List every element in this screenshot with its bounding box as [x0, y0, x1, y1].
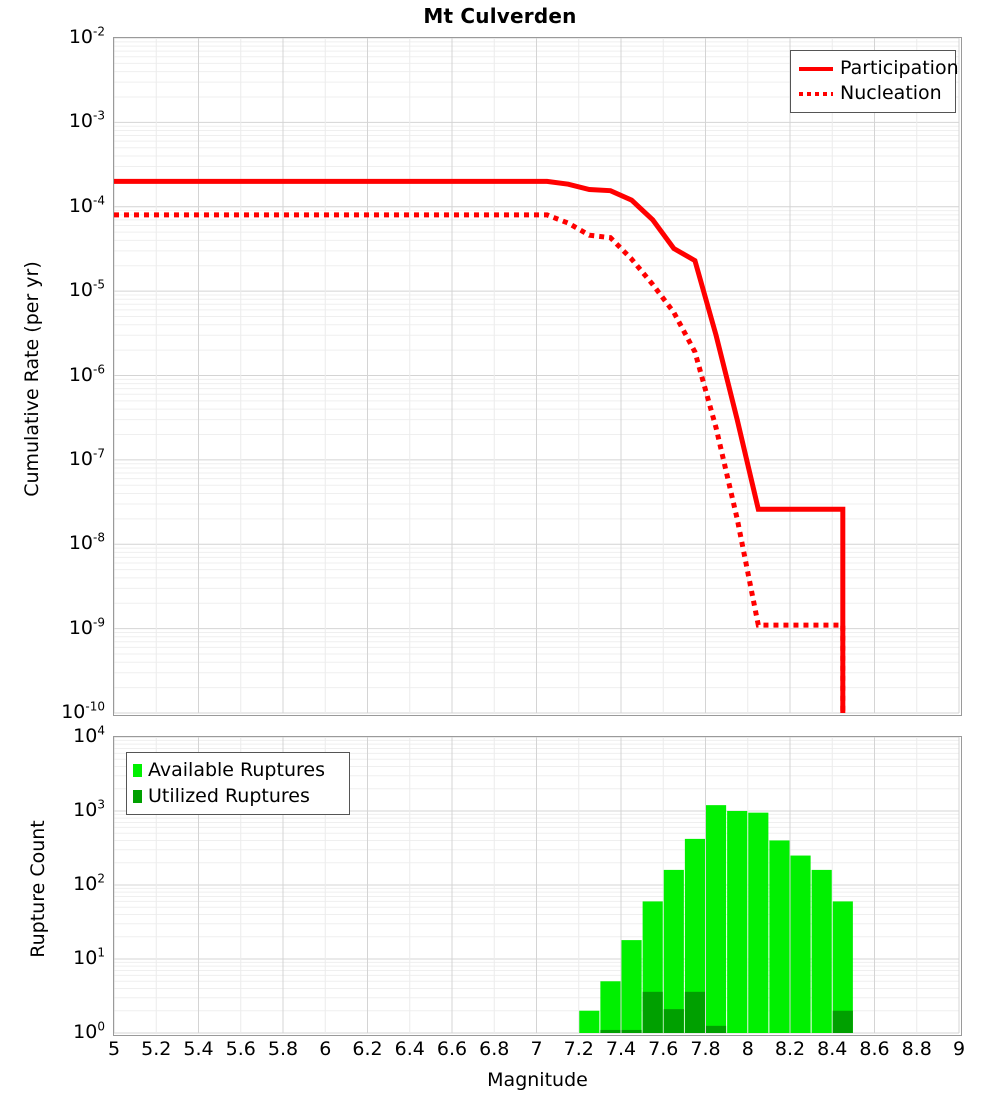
page-title: Mt Culverden — [0, 4, 1000, 28]
series-participation-line — [114, 181, 843, 713]
available-rupture-bar — [579, 1011, 599, 1033]
utilized-rupture-bar — [622, 1030, 642, 1033]
bottom-plot-y-axis-label: Rupture Count — [27, 779, 49, 999]
available-rupture-bar — [769, 840, 789, 1033]
legend-item: Available Ruptures — [133, 757, 341, 783]
y-tick-label: 101 — [73, 949, 105, 968]
legend-key-swatch-icon — [133, 764, 142, 777]
available-rupture-bar — [664, 870, 684, 1033]
y-tick-label: 10-6 — [69, 366, 105, 385]
legend-key-swatch-icon — [133, 790, 142, 803]
legend-label: Available Ruptures — [148, 761, 325, 780]
y-tick-label: 10-3 — [69, 112, 105, 131]
legend-item: Utilized Ruptures — [133, 783, 341, 809]
available-rupture-bar — [727, 811, 747, 1033]
bottom-plot-legend: Available Ruptures Utilized Ruptures — [126, 752, 350, 815]
available-rupture-bar — [791, 856, 811, 1033]
y-tick-label: 10-2 — [69, 28, 105, 47]
utilized-rupture-bar — [643, 992, 663, 1033]
top-plot-y-axis-label: Cumulative Rate (per yr) — [21, 229, 43, 529]
legend-key-solid-line-icon — [799, 62, 833, 76]
y-tick-label: 104 — [73, 727, 105, 746]
available-rupture-bar — [600, 981, 620, 1033]
top-plot-legend: Participation Nucleation — [790, 50, 956, 113]
legend-item: Participation — [799, 56, 947, 81]
available-rupture-bar — [622, 940, 642, 1033]
legend-item: Nucleation — [799, 81, 947, 106]
y-tick-label: 103 — [73, 801, 105, 820]
legend-label: Utilized Ruptures — [148, 787, 310, 806]
x-tick-label: 9 — [929, 1040, 989, 1059]
utilized-rupture-bar — [685, 992, 705, 1033]
y-tick-label: 10-9 — [69, 619, 105, 638]
utilized-rupture-bar — [664, 1009, 684, 1033]
y-tick-label: 10-7 — [69, 450, 105, 469]
y-tick-label: 10-10 — [61, 703, 105, 722]
utilized-rupture-bar — [600, 1030, 620, 1033]
cumulative-rate-plot — [113, 37, 962, 716]
y-tick-label: 10-4 — [69, 197, 105, 216]
series-nucleation-line — [114, 215, 843, 713]
utilized-rupture-bar — [706, 1026, 726, 1033]
legend-label: Participation — [840, 59, 959, 78]
available-rupture-bar — [748, 813, 768, 1033]
y-tick-label: 102 — [73, 875, 105, 894]
utilized-rupture-bar — [833, 1011, 853, 1033]
y-tick-label: 10-8 — [69, 534, 105, 553]
y-tick-label: 10-5 — [69, 281, 105, 300]
available-rupture-bar — [812, 870, 832, 1033]
x-axis-label: Magnitude — [0, 1069, 1000, 1091]
available-rupture-bar — [706, 805, 726, 1033]
legend-key-dotted-line-icon — [799, 92, 833, 96]
legend-label: Nucleation — [840, 84, 942, 103]
